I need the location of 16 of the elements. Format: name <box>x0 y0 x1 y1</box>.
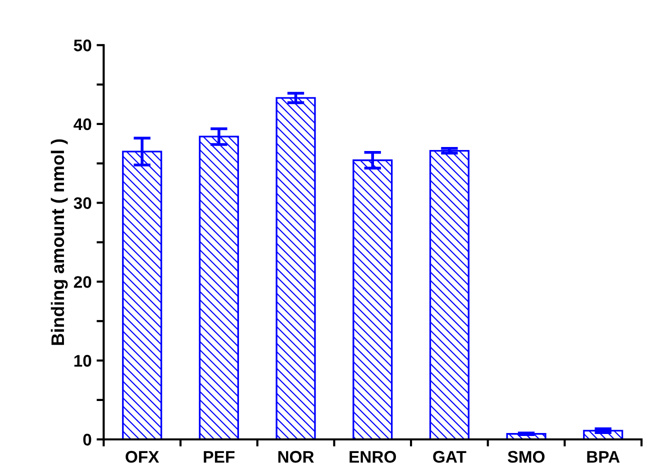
x-tick-label: GAT <box>433 450 466 463</box>
x-tick-label: NOR <box>278 450 314 463</box>
y-tick-label: 10 <box>74 354 92 367</box>
y-tick-label: 0 <box>83 434 92 446</box>
x-tick-label: OFX <box>126 450 160 463</box>
y-tick-label: 30 <box>74 197 92 210</box>
x-tick-label: SMO <box>508 450 545 463</box>
x-tick-label: PEF <box>204 451 235 463</box>
x-tick-label: ENRO <box>350 450 396 463</box>
y-tick-label: 40 <box>74 118 92 130</box>
bar <box>276 97 316 440</box>
y-tick-label: 20 <box>74 276 92 288</box>
y-axis-title: Binding amount ( nmol ) <box>50 139 68 345</box>
y-tick-label: 50 <box>74 40 92 52</box>
bar <box>429 150 470 440</box>
x-tick-label: BPA <box>587 451 620 463</box>
